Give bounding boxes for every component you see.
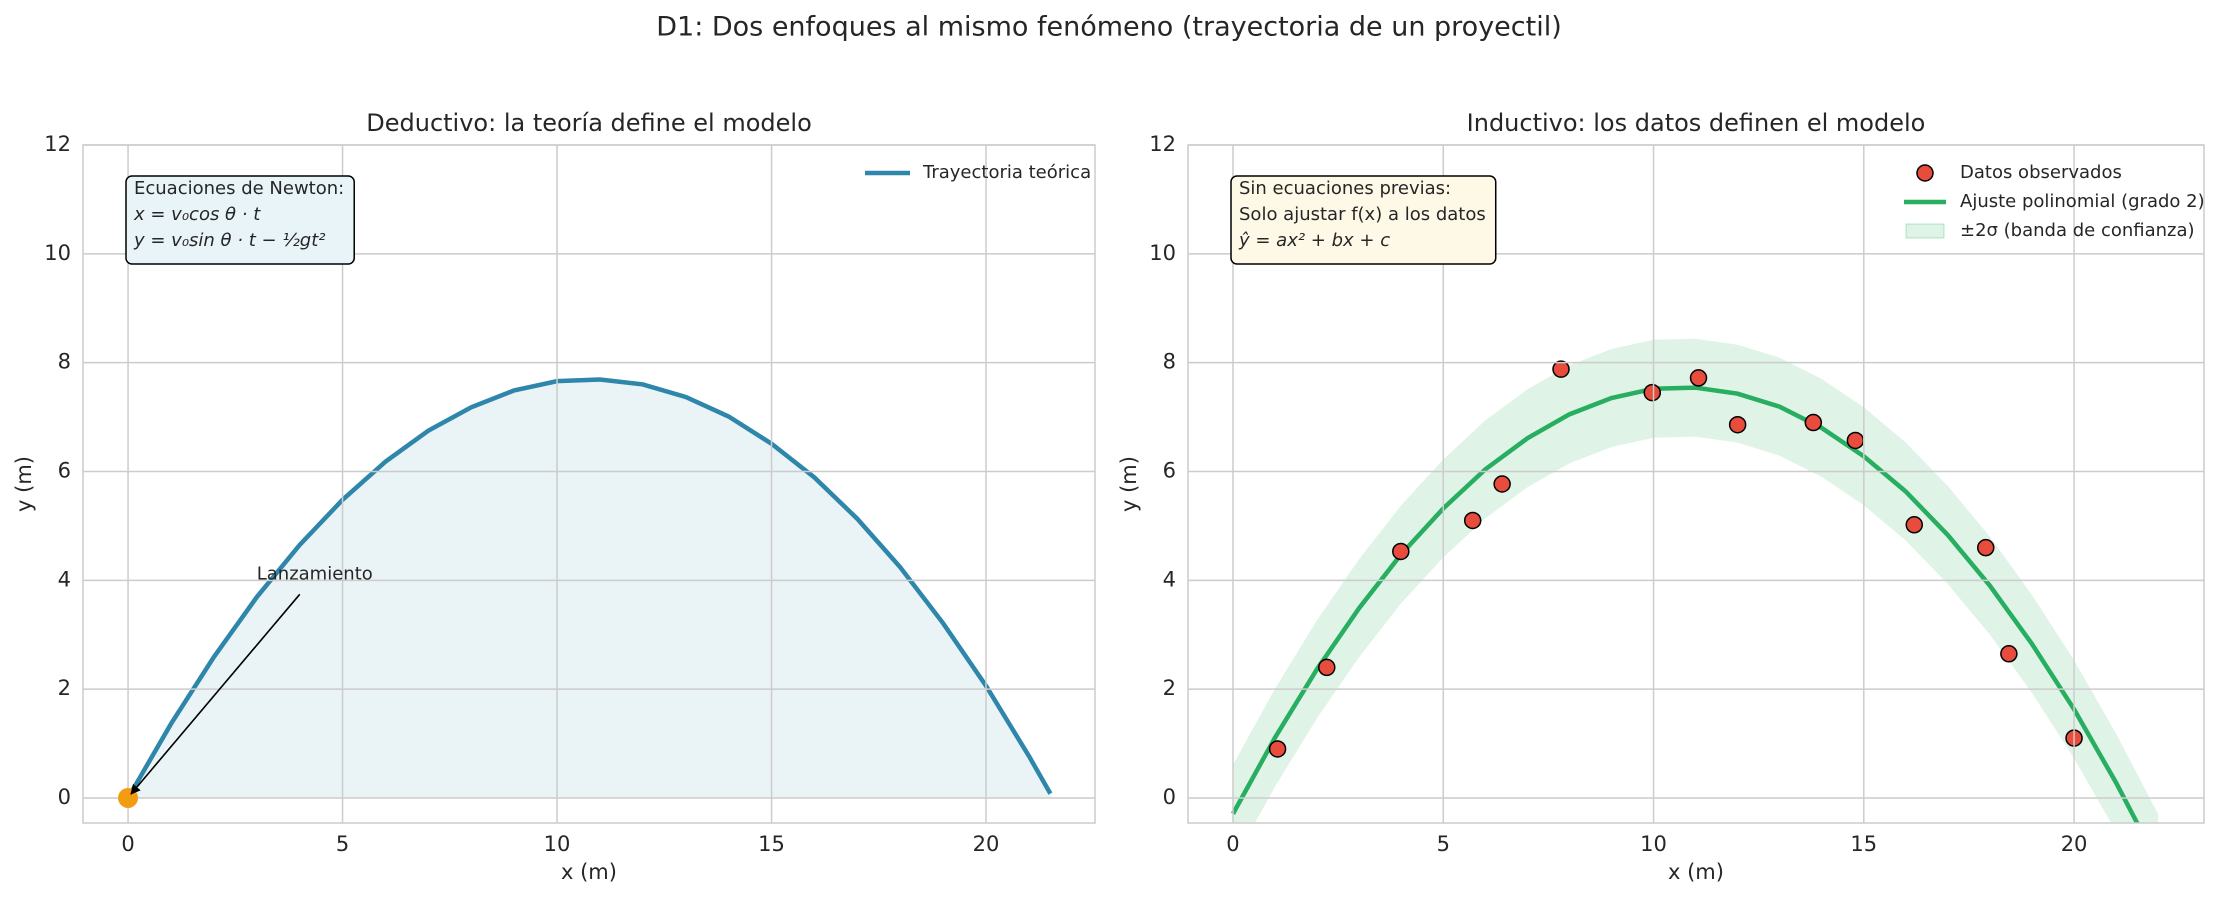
annotation-arrow xyxy=(130,593,301,795)
x-axis-label: x (m) xyxy=(1668,860,1724,884)
legend-label: Ajuste polinomial (grado 2) xyxy=(1960,191,2205,212)
panel-title: Inductivo: los datos definen el modelo xyxy=(1467,109,1926,137)
y-axis-label: y (m) xyxy=(12,456,36,512)
data-point xyxy=(1268,740,1287,758)
legend-marker xyxy=(1916,164,1934,182)
y-tick-label: 0 xyxy=(1163,785,1176,809)
text-box-line: Ecuaciones de Newton: xyxy=(134,178,344,199)
panel-title: Deductivo: la teoría define el modelo xyxy=(366,109,812,137)
figure-title: D1: Dos enfoques al mismo fenómeno (tray… xyxy=(656,12,1562,43)
x-tick-label: 15 xyxy=(758,832,785,856)
data-point xyxy=(1493,475,1511,493)
data-point xyxy=(1905,516,1924,534)
y-tick-label: 10 xyxy=(44,241,71,265)
y-tick-label: 4 xyxy=(1163,567,1176,591)
y-tick-label: 2 xyxy=(58,676,71,700)
legend-label: ±2σ (banda de confianza) xyxy=(1960,220,2195,241)
text-box xyxy=(125,175,355,265)
x-tick-label: 0 xyxy=(121,832,134,856)
x-tick-label: 20 xyxy=(973,832,1000,856)
y-tick-label: 0 xyxy=(58,785,71,809)
x-tick-label: 20 xyxy=(2061,832,2088,856)
text-box-line: Sin ecuaciones previas: xyxy=(1239,178,1451,199)
x-tick-label: 10 xyxy=(1640,832,1667,856)
data-point xyxy=(1318,658,1336,677)
line xyxy=(1231,385,2140,823)
y-tick-label: 12 xyxy=(1149,132,1176,156)
legend-label: Trayectoria teórica xyxy=(922,162,1091,183)
y-tick-label: 2 xyxy=(1163,676,1176,700)
text-box-line: ŷ = ax² + bx + c xyxy=(1238,230,1390,251)
x-tick-label: 15 xyxy=(1850,832,1877,856)
text-box-line: y = v₀sin θ · t − ½gt² xyxy=(133,230,325,251)
data-point xyxy=(1552,360,1570,378)
annotation-text: Lanzamiento xyxy=(257,563,373,584)
confidence-band xyxy=(1233,338,2159,823)
x-tick-label: 0 xyxy=(1226,832,1239,856)
data-point xyxy=(1643,383,1662,402)
line xyxy=(126,377,1053,800)
x-axis-label: x (m) xyxy=(561,860,617,884)
legend-label: Datos observados xyxy=(1960,162,2122,183)
plot-area xyxy=(1231,338,2159,823)
data-point xyxy=(1976,538,1995,557)
x-tick-label: 5 xyxy=(1437,832,1450,856)
y-tick-label: 10 xyxy=(1149,241,1176,265)
launch-point xyxy=(118,787,139,808)
data-point xyxy=(2000,645,2018,663)
y-tick-label: 12 xyxy=(44,132,71,156)
data-point xyxy=(1392,542,1410,561)
axes-frame xyxy=(82,144,1096,824)
legend-patch xyxy=(1905,223,1945,239)
y-tick-label: 4 xyxy=(58,567,71,591)
y-axis-label: y (m) xyxy=(1117,456,1141,512)
text-box xyxy=(1230,175,1497,265)
data-point xyxy=(1463,511,1482,530)
y-tick-label: 8 xyxy=(58,350,71,374)
data-point xyxy=(1846,431,1865,450)
data-point xyxy=(1689,369,1708,387)
plot-area xyxy=(126,377,1053,800)
y-tick-label: 6 xyxy=(1163,458,1176,482)
x-tick-label: 5 xyxy=(336,832,349,856)
axes-frame xyxy=(1187,144,2205,824)
x-tick-label: 10 xyxy=(544,832,571,856)
text-box-line: Solo ajustar f(x) a los datos xyxy=(1239,204,1486,225)
text-box-line: x = v₀cos θ · t xyxy=(133,204,261,225)
data-point xyxy=(1804,413,1823,432)
y-tick-label: 8 xyxy=(1163,350,1176,374)
data-point xyxy=(1728,415,1747,434)
y-tick-label: 6 xyxy=(58,458,71,482)
